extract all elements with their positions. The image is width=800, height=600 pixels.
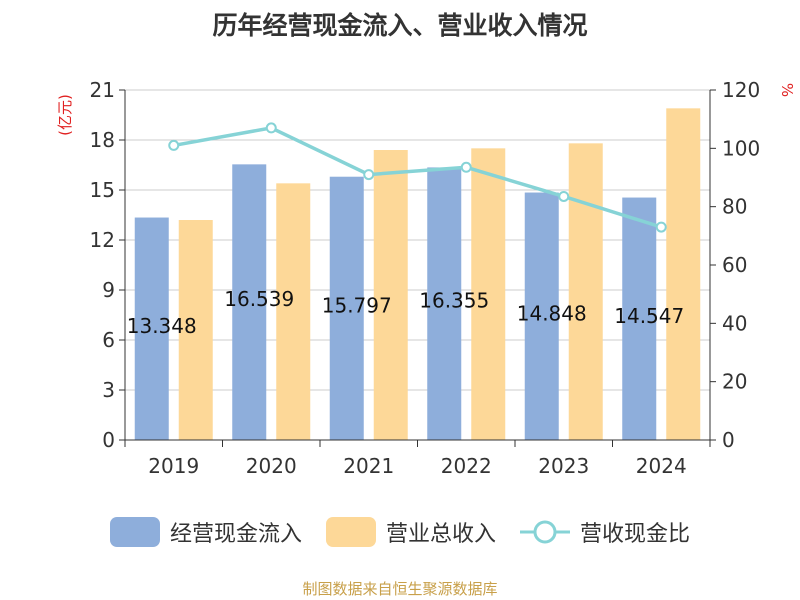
point-cash-ratio bbox=[655, 221, 667, 233]
y-left-tick-label: 12 bbox=[90, 228, 115, 252]
line-layer bbox=[168, 122, 667, 233]
bar-cash-inflow bbox=[622, 197, 657, 440]
legend-label-revenue: 营业总收入 bbox=[385, 522, 496, 547]
x-tick-label: 2020 bbox=[246, 454, 297, 478]
point-cash-ratio bbox=[363, 169, 375, 181]
bar-cash-inflow bbox=[524, 192, 559, 440]
y-left-tick-label: 0 bbox=[102, 428, 115, 452]
legend-line-icon bbox=[520, 520, 570, 544]
legend-item-revenue[interactable]: 营业总收入 bbox=[325, 516, 496, 548]
y-right-tick-label: 60 bbox=[722, 253, 747, 277]
y-axis-left-label: (亿元) bbox=[56, 94, 74, 136]
y-left-tick-label: 6 bbox=[102, 328, 115, 352]
grid-layer bbox=[125, 89, 710, 391]
point-cash-ratio bbox=[168, 139, 180, 151]
x-tick-label: 2022 bbox=[441, 454, 492, 478]
legend-swatch-revenue bbox=[325, 517, 376, 547]
y-axis-right-label: % bbox=[778, 83, 796, 97]
bar-cash-inflow bbox=[232, 164, 267, 440]
data-label: 16.355 bbox=[419, 289, 489, 313]
bar-cash-inflow bbox=[134, 217, 169, 440]
line-cash-ratio bbox=[173, 126, 662, 229]
y-right-tick-label: 20 bbox=[722, 370, 747, 394]
x-tick-label: 2021 bbox=[343, 454, 394, 478]
data-label: 15.797 bbox=[322, 293, 392, 317]
y-right-tick-label: 80 bbox=[722, 195, 747, 219]
y-right-tick-label: 100 bbox=[722, 136, 760, 160]
x-tick-label: 2023 bbox=[538, 454, 589, 478]
y-right-tick-label: 40 bbox=[722, 311, 747, 335]
bar-revenue bbox=[276, 183, 311, 441]
bar-revenue bbox=[178, 220, 213, 440]
data-label: 13.348 bbox=[127, 314, 197, 338]
y-right-tick-label: 120 bbox=[722, 78, 760, 102]
y-left-tick-label: 18 bbox=[90, 128, 115, 152]
bar-cash-inflow bbox=[427, 167, 462, 440]
y-left-tick-label: 3 bbox=[102, 378, 115, 402]
legend-swatch-cash-inflow bbox=[109, 517, 160, 547]
y-right-tick-label: 0 bbox=[722, 428, 735, 452]
y-left-tick-label: 21 bbox=[90, 78, 115, 102]
data-label: 14.848 bbox=[517, 301, 587, 325]
bar-layer bbox=[134, 108, 701, 441]
bar-revenue bbox=[471, 148, 506, 441]
source-note: 制图数据来自恒生聚源数据库 bbox=[302, 580, 498, 598]
axis-layer: 0 3 6 9 12 15 18 21 0 20 40 60 80 100 120 2019 2020 2021 2… bbox=[90, 78, 761, 478]
x-tick-label: 2019 bbox=[148, 454, 199, 478]
data-label: 14.547 bbox=[614, 304, 684, 328]
legend: 经营现金流入 营业总收入 营收现金比 bbox=[0, 516, 800, 548]
bar-revenue bbox=[568, 143, 603, 441]
point-cash-ratio bbox=[265, 122, 277, 134]
data-label-layer: 13.348 16.539 15.797 16.355 14.848 14.547 bbox=[127, 287, 684, 338]
data-label: 16.539 bbox=[224, 287, 294, 311]
y-left-tick-label: 15 bbox=[90, 178, 115, 202]
bar-revenue bbox=[666, 108, 701, 440]
point-cash-ratio bbox=[460, 161, 472, 173]
legend-label-cash-ratio: 营收现金比 bbox=[580, 522, 691, 547]
legend-item-cash-inflow[interactable]: 经营现金流入 bbox=[109, 516, 302, 548]
legend-label-cash-inflow: 经营现金流入 bbox=[169, 522, 302, 547]
y-left-tick-label: 9 bbox=[102, 278, 115, 302]
chart-title: 历年经营现金流入、营业收入情况 bbox=[212, 11, 588, 40]
x-tick-label: 2024 bbox=[636, 454, 687, 478]
bar-revenue bbox=[373, 150, 408, 440]
bar-cash-inflow bbox=[329, 176, 364, 440]
legend-item-cash-ratio[interactable]: 营收现金比 bbox=[520, 516, 690, 548]
point-cash-ratio bbox=[558, 190, 570, 202]
